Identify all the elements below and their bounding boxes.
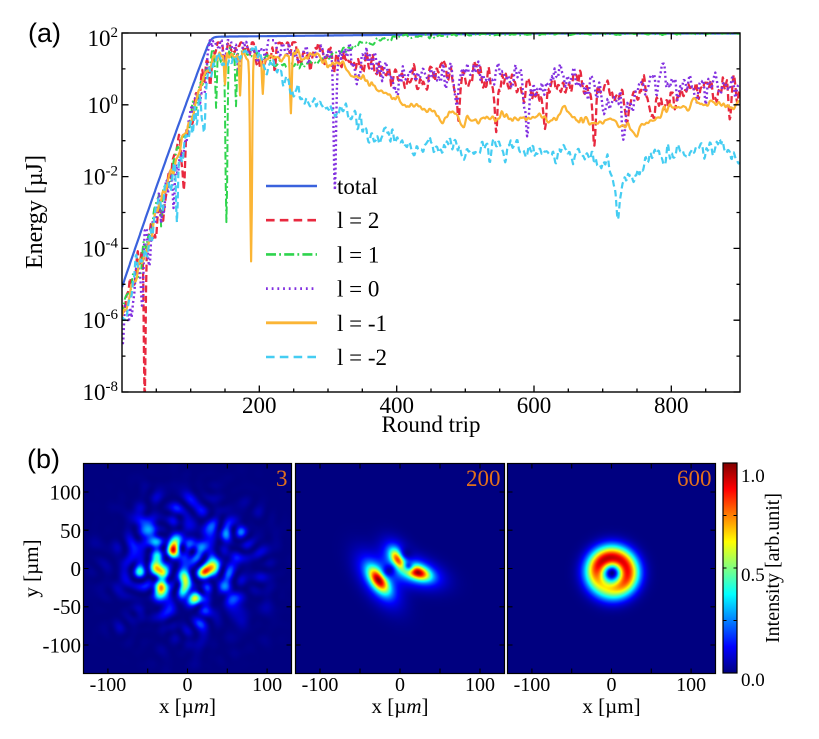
svg-text:100: 100	[252, 674, 282, 696]
svg-text:-100: -100	[90, 674, 127, 696]
svg-text:l = 2: l = 2	[337, 208, 379, 233]
svg-text:800: 800	[654, 393, 689, 418]
svg-text:1.0: 1.0	[741, 466, 765, 487]
svg-text:l = -2: l = -2	[337, 345, 387, 370]
svg-text:0: 0	[607, 674, 617, 696]
svg-text:(b): (b)	[27, 444, 60, 474]
svg-text:10-4: 10-4	[83, 235, 119, 261]
svg-text:y [µm]: y [µm]	[19, 539, 43, 597]
svg-text:100: 100	[88, 92, 119, 118]
svg-text:10-6: 10-6	[83, 307, 119, 333]
svg-text:l = 0: l = 0	[337, 277, 379, 302]
svg-text:-50: -50	[53, 595, 81, 619]
svg-text:600: 600	[677, 466, 712, 491]
svg-text:-100: -100	[302, 674, 339, 696]
svg-text:50: 50	[60, 519, 81, 543]
svg-text:10-8: 10-8	[83, 379, 119, 405]
svg-text:l = 1: l = 1	[337, 242, 379, 267]
svg-text:100: 100	[50, 481, 82, 505]
svg-text:200: 200	[466, 466, 501, 491]
svg-text:10-2: 10-2	[83, 164, 119, 190]
svg-text:3: 3	[276, 466, 288, 491]
svg-text:0: 0	[71, 557, 82, 581]
svg-text:Round trip: Round trip	[381, 412, 480, 437]
svg-text:0.5: 0.5	[741, 565, 765, 586]
svg-text:400: 400	[379, 393, 414, 418]
svg-text:total: total	[337, 174, 378, 199]
svg-text:0: 0	[183, 674, 193, 696]
svg-text:100: 100	[676, 674, 706, 696]
svg-text:-100: -100	[514, 674, 551, 696]
svg-text:102: 102	[88, 25, 119, 51]
svg-text:200: 200	[242, 393, 277, 418]
svg-text:0: 0	[395, 674, 405, 696]
svg-text:(a): (a)	[28, 18, 61, 48]
svg-text:x [µm]: x [µm]	[371, 694, 428, 718]
svg-text:600: 600	[517, 393, 552, 418]
svg-text:l = -1: l = -1	[337, 311, 387, 336]
svg-text:x [µm]: x [µm]	[582, 694, 640, 718]
svg-text:x [µm]: x [µm]	[159, 694, 216, 718]
svg-text:Energy [µJ]: Energy [µJ]	[22, 155, 48, 269]
svg-text:Intensity [arb.unit]: Intensity [arb.unit]	[762, 493, 784, 643]
svg-text:0.0: 0.0	[741, 670, 765, 691]
svg-text:-100: -100	[43, 634, 82, 658]
svg-text:100: 100	[465, 674, 495, 696]
